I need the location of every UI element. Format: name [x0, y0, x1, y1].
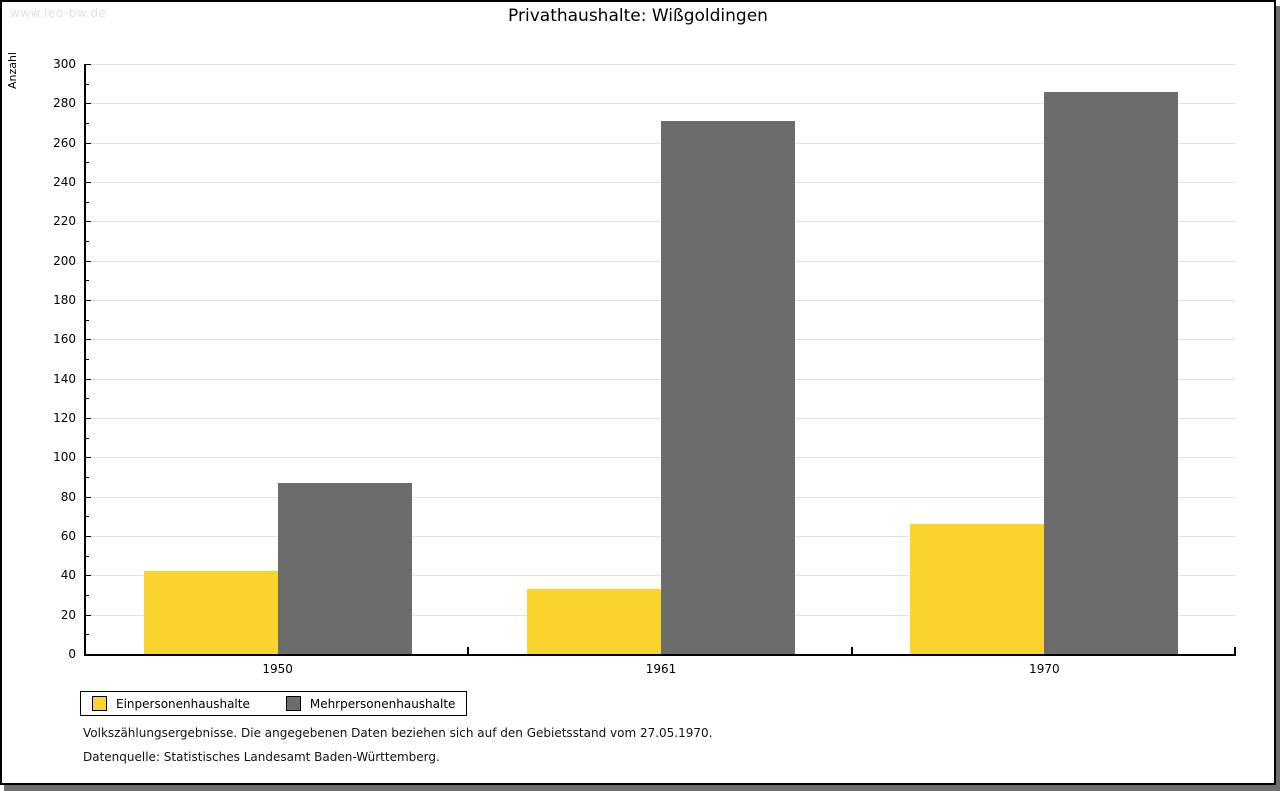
y-tick-label: 120 — [53, 411, 76, 425]
y-tick-label: 260 — [53, 135, 76, 150]
y-minor-tick — [86, 398, 89, 400]
y-minor-tick — [86, 319, 89, 321]
y-major-tick — [86, 103, 91, 105]
y-minor-tick — [86, 162, 89, 164]
bar-einpersonenhaushalte — [143, 571, 278, 654]
y-major-tick — [86, 300, 91, 301]
y-tick-label: 40 — [60, 568, 76, 583]
y-tick-label: 60 — [60, 529, 76, 543]
y-major-tick — [86, 418, 91, 419]
y-gridline — [86, 103, 1236, 105]
y-major-tick — [86, 536, 91, 537]
y-axis-label: Anzahl — [6, 52, 19, 90]
y-major-tick — [86, 339, 91, 341]
y-major-tick — [86, 614, 91, 616]
bar-einpersonenhaushalte — [526, 589, 661, 654]
y-major-tick — [86, 182, 91, 183]
y-minor-tick — [86, 477, 89, 478]
x-category-label: 1970 — [1029, 662, 1060, 676]
legend-swatch-icon — [285, 696, 301, 711]
plot-area: 0 20 40 60 80 100 120 140 160 180 200 220 240 260 280 3… — [53, 57, 1236, 676]
legend-label: Einpersonenhaushalte — [116, 696, 250, 711]
y-minor-tick — [86, 359, 89, 360]
y-minor-tick — [86, 241, 89, 242]
y-tick-label: 160 — [53, 332, 76, 347]
bar-mehrpersonenhaushalte — [277, 482, 412, 654]
y-minor-tick — [86, 123, 89, 124]
y-gridline — [86, 64, 1236, 65]
legend: Einpersonenhaushalte Mehrpersonenhaushalt… — [80, 691, 468, 716]
legend-item: Einpersonenhaushalte — [92, 696, 250, 711]
legend-item: Mehrpersonenhaushalte — [285, 696, 456, 711]
y-tick-label: 240 — [53, 175, 76, 189]
y-minor-tick — [86, 634, 89, 636]
x-separator-tick — [467, 647, 470, 654]
bar-einpersonenhaushalte — [910, 524, 1045, 654]
y-tick-label: 80 — [60, 489, 76, 504]
y-minor-tick — [86, 595, 89, 596]
footnotes: Volkszählungsergebnisse. Die angegebenen… — [83, 726, 712, 774]
y-major-tick — [86, 64, 91, 65]
chart-title: Privathaushalte: Wißgoldingen — [508, 6, 768, 26]
watermark: www.leo-bw.de — [10, 6, 107, 20]
y-tick-label: 280 — [53, 96, 76, 111]
y-minor-tick — [86, 516, 89, 518]
y-major-tick — [86, 260, 91, 262]
y-tick-label: 20 — [60, 607, 76, 622]
y-major-tick — [86, 221, 91, 223]
legend-swatch-icon — [92, 696, 107, 711]
y-tick-label: 300 — [53, 57, 76, 71]
y-tick-label: 220 — [53, 214, 76, 229]
y-major-tick — [86, 496, 91, 498]
y-tick-label: 140 — [53, 371, 76, 386]
y-minor-tick — [86, 280, 89, 282]
y-tick-label: 200 — [53, 253, 76, 268]
bar-mehrpersonenhaushalte — [661, 121, 796, 654]
y-minor-tick — [86, 83, 89, 85]
y-tick-label: 0 — [68, 647, 76, 661]
y-minor-tick — [86, 555, 89, 557]
y-major-tick — [86, 378, 91, 380]
x-separator-tick — [1234, 647, 1236, 654]
note-line: Datenquelle: Statistisches Landesamt Bad… — [83, 750, 440, 764]
x-category-label: 1950 — [262, 662, 293, 676]
y-minor-tick — [86, 201, 89, 203]
y-tick-label: 180 — [53, 293, 76, 307]
legend-label: Mehrpersonenhaushalte — [309, 696, 456, 711]
note-line: Volkszählungsergebnisse. Die angegebenen… — [83, 726, 713, 740]
y-tick-label: 100 — [53, 450, 76, 465]
y-major-tick — [86, 457, 91, 459]
x-category-label: 1961 — [645, 662, 677, 676]
y-major-tick — [86, 575, 91, 577]
y-minor-tick — [86, 437, 89, 439]
bar-mehrpersonenhaushalte — [1044, 91, 1179, 654]
x-separator-tick — [850, 647, 853, 654]
y-major-tick — [86, 142, 91, 144]
